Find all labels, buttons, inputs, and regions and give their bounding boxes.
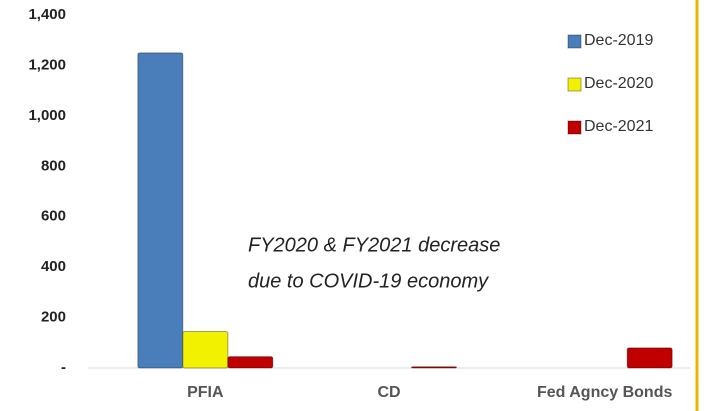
annotation: due to COVID-19 economy bbox=[248, 270, 489, 292]
y-tick-label: 600 bbox=[41, 208, 66, 225]
bar bbox=[227, 356, 274, 369]
bar bbox=[411, 366, 457, 369]
bar bbox=[626, 347, 673, 369]
legend-label: Dec-2021 bbox=[584, 118, 653, 135]
y-tick-label: 200 bbox=[41, 309, 66, 326]
legend-label: Dec-2019 bbox=[584, 32, 653, 49]
x-tick-label: Fed Agncy Bonds bbox=[537, 384, 673, 401]
y-tick-label: 1,200 bbox=[28, 56, 66, 73]
x-tick-label: PFIA bbox=[187, 384, 224, 401]
legend-swatch bbox=[567, 120, 582, 135]
legend-label: Dec-2020 bbox=[584, 75, 653, 92]
x-tick-label: CD bbox=[377, 384, 400, 401]
bar bbox=[137, 52, 184, 369]
y-tick-label: 1,400 bbox=[28, 6, 66, 23]
y-tick-label: 1,000 bbox=[28, 107, 66, 124]
legend-swatch bbox=[567, 34, 582, 49]
legend-swatch bbox=[567, 77, 582, 92]
annotation: FY2020 & FY2021 decrease bbox=[248, 234, 500, 256]
y-tick-label: 400 bbox=[41, 258, 66, 275]
y-tick-label: 800 bbox=[41, 157, 66, 174]
bar bbox=[182, 330, 229, 369]
y-tick-label: - bbox=[61, 359, 66, 376]
